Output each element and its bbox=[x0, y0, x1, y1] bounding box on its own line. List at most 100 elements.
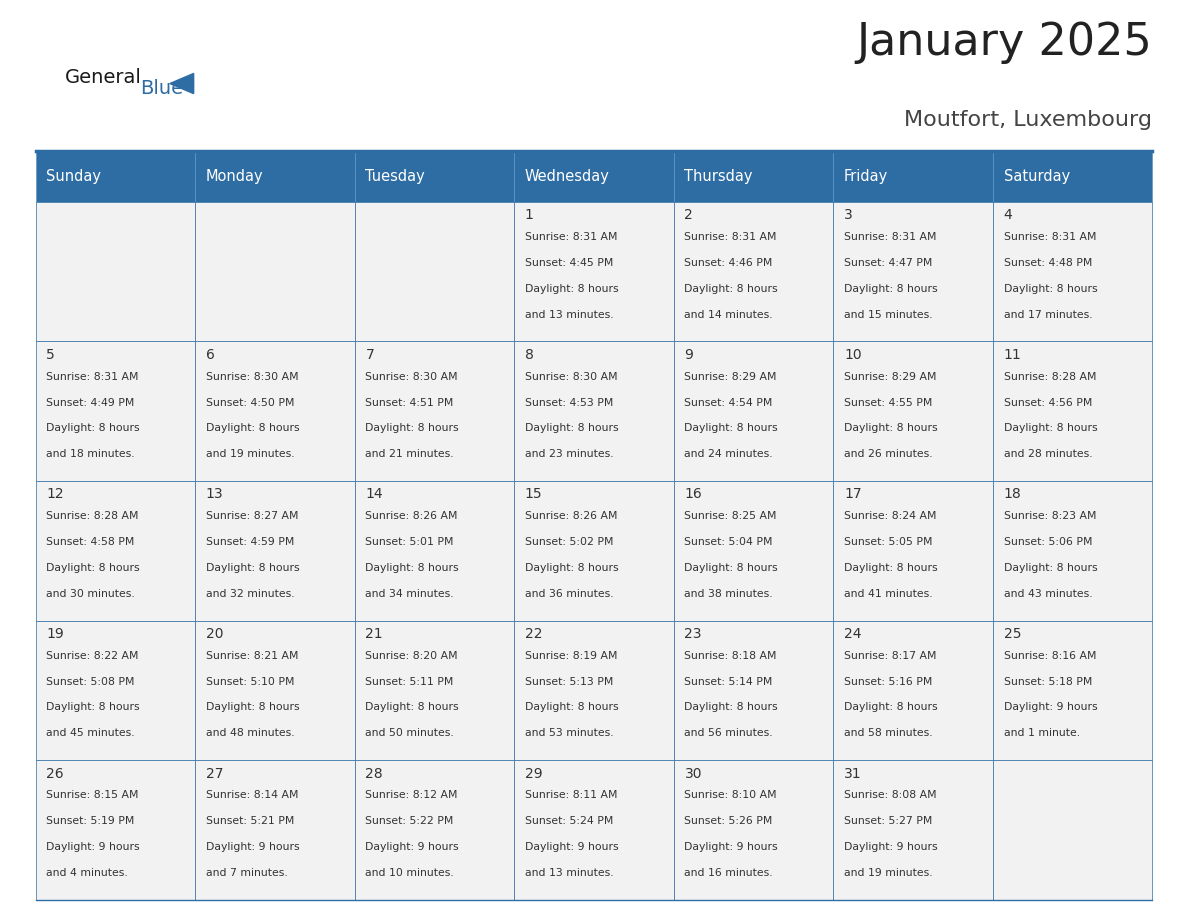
Text: 30: 30 bbox=[684, 767, 702, 780]
Text: 7: 7 bbox=[366, 348, 374, 362]
Bar bbox=[355, 760, 514, 900]
Text: 5: 5 bbox=[46, 348, 55, 362]
Text: Sunrise: 8:29 AM: Sunrise: 8:29 AM bbox=[684, 372, 777, 382]
Text: and 45 minutes.: and 45 minutes. bbox=[46, 728, 135, 738]
Text: Sunset: 5:27 PM: Sunset: 5:27 PM bbox=[843, 816, 933, 826]
Text: and 15 minutes.: and 15 minutes. bbox=[843, 309, 933, 319]
Text: Sunset: 4:55 PM: Sunset: 4:55 PM bbox=[843, 397, 933, 408]
Text: Daylight: 8 hours: Daylight: 8 hours bbox=[1004, 423, 1098, 433]
Text: Blue: Blue bbox=[140, 79, 183, 98]
Bar bbox=[993, 151, 1152, 202]
Bar bbox=[195, 202, 355, 341]
Text: 4: 4 bbox=[1004, 208, 1012, 222]
Text: Sunset: 5:22 PM: Sunset: 5:22 PM bbox=[366, 816, 454, 826]
Text: and 21 minutes.: and 21 minutes. bbox=[366, 449, 454, 459]
Text: Sunrise: 8:10 AM: Sunrise: 8:10 AM bbox=[684, 790, 777, 800]
Text: Sunrise: 8:16 AM: Sunrise: 8:16 AM bbox=[1004, 651, 1097, 661]
Text: Friday: Friday bbox=[843, 169, 889, 185]
Text: Sunrise: 8:28 AM: Sunrise: 8:28 AM bbox=[1004, 372, 1097, 382]
Text: Daylight: 8 hours: Daylight: 8 hours bbox=[843, 702, 937, 712]
Text: Daylight: 8 hours: Daylight: 8 hours bbox=[46, 563, 140, 573]
Text: Sunrise: 8:26 AM: Sunrise: 8:26 AM bbox=[366, 511, 457, 521]
Bar bbox=[195, 760, 355, 900]
Text: Sunrise: 8:30 AM: Sunrise: 8:30 AM bbox=[206, 372, 298, 382]
Text: General: General bbox=[65, 68, 143, 87]
Text: and 7 minutes.: and 7 minutes. bbox=[206, 868, 287, 878]
Bar bbox=[355, 202, 514, 341]
Text: 27: 27 bbox=[206, 767, 223, 780]
Bar bbox=[195, 481, 355, 621]
Text: Sunrise: 8:26 AM: Sunrise: 8:26 AM bbox=[525, 511, 618, 521]
Bar bbox=[514, 341, 674, 481]
Text: and 48 minutes.: and 48 minutes. bbox=[206, 728, 295, 738]
Text: Sunset: 4:54 PM: Sunset: 4:54 PM bbox=[684, 397, 773, 408]
Text: Sunset: 4:46 PM: Sunset: 4:46 PM bbox=[684, 258, 773, 268]
Bar bbox=[36, 760, 195, 900]
Text: and 30 minutes.: and 30 minutes. bbox=[46, 588, 135, 599]
Text: Sunset: 5:13 PM: Sunset: 5:13 PM bbox=[525, 677, 613, 687]
Bar bbox=[993, 481, 1152, 621]
Text: and 26 minutes.: and 26 minutes. bbox=[843, 449, 933, 459]
Text: Daylight: 8 hours: Daylight: 8 hours bbox=[1004, 563, 1098, 573]
Text: and 58 minutes.: and 58 minutes. bbox=[843, 728, 933, 738]
Text: Sunset: 5:06 PM: Sunset: 5:06 PM bbox=[1004, 537, 1092, 547]
Text: 9: 9 bbox=[684, 348, 694, 362]
Text: Sunset: 4:59 PM: Sunset: 4:59 PM bbox=[206, 537, 295, 547]
Text: and 50 minutes.: and 50 minutes. bbox=[366, 728, 454, 738]
Text: Sunrise: 8:15 AM: Sunrise: 8:15 AM bbox=[46, 790, 139, 800]
Text: Sunset: 4:48 PM: Sunset: 4:48 PM bbox=[1004, 258, 1092, 268]
Text: Sunset: 5:10 PM: Sunset: 5:10 PM bbox=[206, 677, 295, 687]
Bar bbox=[833, 341, 993, 481]
Bar bbox=[355, 481, 514, 621]
Text: Daylight: 8 hours: Daylight: 8 hours bbox=[843, 423, 937, 433]
Text: Daylight: 8 hours: Daylight: 8 hours bbox=[206, 702, 299, 712]
Text: 20: 20 bbox=[206, 627, 223, 641]
Text: Daylight: 8 hours: Daylight: 8 hours bbox=[1004, 284, 1098, 294]
Text: 26: 26 bbox=[46, 767, 64, 780]
Text: Sunset: 4:56 PM: Sunset: 4:56 PM bbox=[1004, 397, 1092, 408]
Text: 6: 6 bbox=[206, 348, 215, 362]
Text: Daylight: 8 hours: Daylight: 8 hours bbox=[366, 563, 459, 573]
Bar bbox=[514, 151, 674, 202]
Bar bbox=[514, 481, 674, 621]
Text: Daylight: 8 hours: Daylight: 8 hours bbox=[525, 423, 619, 433]
Text: Sunrise: 8:11 AM: Sunrise: 8:11 AM bbox=[525, 790, 618, 800]
Text: 17: 17 bbox=[843, 487, 861, 501]
Text: 2: 2 bbox=[684, 208, 694, 222]
Text: Sunrise: 8:27 AM: Sunrise: 8:27 AM bbox=[206, 511, 298, 521]
Text: and 10 minutes.: and 10 minutes. bbox=[366, 868, 454, 878]
Bar bbox=[36, 481, 195, 621]
Bar bbox=[355, 621, 514, 760]
Bar bbox=[993, 202, 1152, 341]
Text: Daylight: 8 hours: Daylight: 8 hours bbox=[366, 702, 459, 712]
Text: Sunrise: 8:21 AM: Sunrise: 8:21 AM bbox=[206, 651, 298, 661]
Text: and 4 minutes.: and 4 minutes. bbox=[46, 868, 128, 878]
Bar bbox=[833, 481, 993, 621]
Text: and 23 minutes.: and 23 minutes. bbox=[525, 449, 613, 459]
Bar bbox=[674, 481, 833, 621]
Text: Sunset: 5:05 PM: Sunset: 5:05 PM bbox=[843, 537, 933, 547]
Text: Sunrise: 8:25 AM: Sunrise: 8:25 AM bbox=[684, 511, 777, 521]
Text: Sunset: 4:49 PM: Sunset: 4:49 PM bbox=[46, 397, 134, 408]
Bar bbox=[36, 341, 195, 481]
Bar bbox=[355, 151, 514, 202]
Text: Daylight: 8 hours: Daylight: 8 hours bbox=[684, 702, 778, 712]
Text: 11: 11 bbox=[1004, 348, 1022, 362]
Text: 22: 22 bbox=[525, 627, 543, 641]
Text: Daylight: 8 hours: Daylight: 8 hours bbox=[525, 563, 619, 573]
Text: Thursday: Thursday bbox=[684, 169, 753, 185]
Text: Sunset: 5:14 PM: Sunset: 5:14 PM bbox=[684, 677, 773, 687]
Text: Sunset: 5:01 PM: Sunset: 5:01 PM bbox=[366, 537, 454, 547]
Text: Sunrise: 8:08 AM: Sunrise: 8:08 AM bbox=[843, 790, 936, 800]
Text: and 43 minutes.: and 43 minutes. bbox=[1004, 588, 1092, 599]
Bar bbox=[674, 151, 833, 202]
Text: 13: 13 bbox=[206, 487, 223, 501]
Text: Sunrise: 8:31 AM: Sunrise: 8:31 AM bbox=[684, 232, 777, 242]
Text: Sunset: 5:02 PM: Sunset: 5:02 PM bbox=[525, 537, 613, 547]
Bar bbox=[36, 621, 195, 760]
Text: Daylight: 8 hours: Daylight: 8 hours bbox=[525, 284, 619, 294]
Text: Sunrise: 8:18 AM: Sunrise: 8:18 AM bbox=[684, 651, 777, 661]
Text: 12: 12 bbox=[46, 487, 64, 501]
Text: and 13 minutes.: and 13 minutes. bbox=[525, 868, 613, 878]
Bar bbox=[833, 202, 993, 341]
